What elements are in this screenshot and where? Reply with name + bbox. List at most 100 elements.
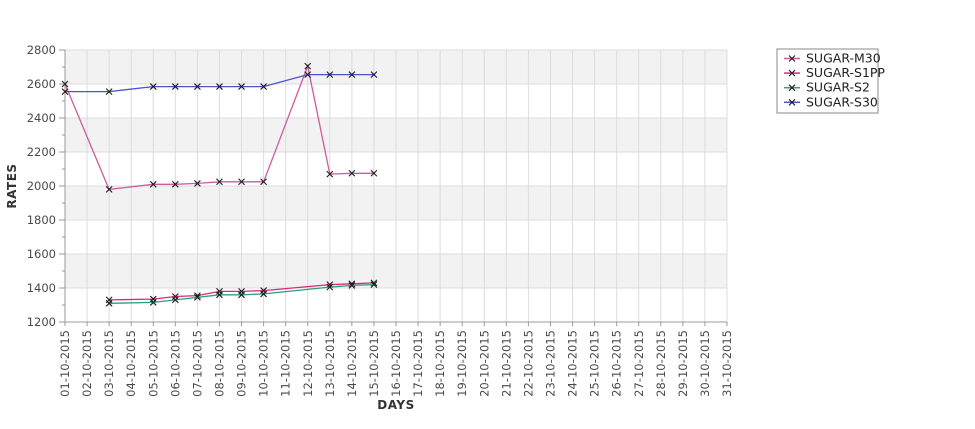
- x-tick-label: 24-10-2015: [566, 330, 580, 397]
- legend-item-sugar-m30: SUGAR-M30: [784, 51, 881, 66]
- marker-x-icon: [370, 71, 378, 79]
- marker-x-icon: [149, 299, 157, 306]
- marker-x-icon: [105, 299, 113, 307]
- x-tick-label: 21-10-2015: [499, 330, 513, 397]
- marker-x-icon: [149, 83, 157, 90]
- marker-x-icon: [105, 88, 113, 96]
- y-tick-label: 2600: [27, 77, 56, 91]
- x-tick-label: 14-10-2015: [345, 330, 359, 397]
- x-tick-label: 09-10-2015: [235, 330, 249, 397]
- y-tick-label: 2200: [27, 145, 56, 159]
- marker-x-icon: [788, 69, 796, 77]
- x-tick-label: 02-10-2015: [80, 330, 94, 397]
- x-tick-label: 04-10-2015: [124, 330, 138, 397]
- legend-label: SUGAR-S30: [806, 94, 878, 109]
- series-line: [109, 282, 374, 301]
- x-tick-label: 11-10-2015: [279, 330, 293, 397]
- marker-x-icon: [194, 180, 201, 187]
- series-sugar-s30: [61, 71, 378, 96]
- marker-x-icon: [238, 178, 245, 186]
- marker-x-icon: [260, 178, 267, 186]
- x-tick-label: 03-10-2015: [102, 330, 116, 397]
- legend-label: SUGAR-S2: [806, 80, 870, 95]
- marker-x-icon: [326, 71, 334, 79]
- x-tick-label: 06-10-2015: [168, 330, 182, 397]
- marker-x-icon: [149, 180, 157, 188]
- series-line: [64, 63, 374, 191]
- legend-item-sugar-s2: SUGAR-S2: [784, 80, 870, 95]
- y-axis-title: RATES: [5, 163, 19, 208]
- marker-x-icon: [171, 180, 179, 188]
- series-line: [65, 73, 374, 93]
- x-tick-label: 18-10-2015: [433, 330, 447, 397]
- marker-x-icon: [304, 62, 312, 70]
- x-tick-label: 17-10-2015: [411, 330, 425, 397]
- marker-x-icon: [194, 83, 201, 90]
- y-tick-label: 1200: [27, 315, 56, 329]
- marker-x-icon: [788, 84, 796, 92]
- x-tick-label: 15-10-2015: [367, 330, 381, 397]
- marker-x-icon: [171, 83, 179, 90]
- series-sugar-s2: [105, 281, 378, 307]
- legend-item-sugar-s1pp: SUGAR-S1PP: [784, 65, 885, 80]
- marker-x-icon: [216, 178, 223, 186]
- x-tick-label: 31-10-2015: [720, 330, 734, 397]
- marker-x-icon: [326, 283, 334, 291]
- x-tick-label: 20-10-2015: [477, 330, 491, 397]
- x-tick-label: 19-10-2015: [455, 330, 469, 397]
- x-tick-label: 01-10-2015: [58, 330, 72, 397]
- marker-x-icon: [370, 169, 378, 177]
- x-tick-label: 23-10-2015: [543, 330, 557, 397]
- marker-x-icon: [348, 169, 356, 177]
- x-tick-label: 12-10-2015: [301, 330, 315, 397]
- marker-x-icon: [61, 80, 69, 88]
- legend-label: SUGAR-M30: [806, 51, 881, 66]
- marker-x-icon: [788, 98, 796, 106]
- series-layer: [61, 62, 378, 307]
- y-tick-label: 2400: [27, 111, 56, 125]
- x-tick-label: 22-10-2015: [521, 330, 535, 397]
- marker-x-icon: [238, 291, 245, 299]
- x-tick-label: 29-10-2015: [676, 330, 690, 397]
- x-tick-label: 10-10-2015: [257, 330, 271, 397]
- y-tick-label: 2800: [27, 43, 56, 57]
- legend-label: SUGAR-S1PP: [806, 65, 885, 80]
- series-sugar-m30: [61, 62, 378, 193]
- x-tick-label: 25-10-2015: [588, 330, 602, 397]
- x-tick-label: 26-10-2015: [610, 330, 624, 397]
- marker-x-icon: [238, 83, 245, 90]
- marker-x-icon: [216, 83, 223, 90]
- marker-x-icon: [171, 296, 179, 304]
- x-tick-label: 30-10-2015: [698, 330, 712, 397]
- marker-x-icon: [370, 281, 378, 288]
- x-tick-label: 27-10-2015: [632, 330, 646, 397]
- series-line: [109, 283, 374, 304]
- x-axis-title: DAYS: [377, 398, 414, 412]
- marker-x-icon: [61, 88, 69, 96]
- x-tick-label: 16-10-2015: [389, 330, 403, 397]
- y-tick-label: 1600: [27, 247, 56, 261]
- marker-x-icon: [260, 290, 267, 298]
- x-tick-label: 08-10-2015: [212, 330, 226, 397]
- marker-x-icon: [326, 170, 334, 178]
- x-tick-label: 13-10-2015: [323, 330, 337, 397]
- marker-x-icon: [348, 282, 356, 289]
- x-tick-label: 28-10-2015: [654, 330, 668, 397]
- marker-x-icon: [105, 186, 113, 193]
- y-tick-label: 1800: [27, 213, 56, 227]
- axes: 1200 1400 1600 1800 2000 2200 2400 2600 2800 01-1…: [27, 43, 734, 397]
- marker-x-icon: [260, 83, 267, 90]
- y-tick-label: 1400: [27, 281, 56, 295]
- marker-x-icon: [348, 71, 356, 79]
- x-tick-label: 05-10-2015: [146, 330, 160, 397]
- y-tick-label: 2000: [27, 179, 56, 193]
- marker-x-icon: [194, 293, 201, 301]
- marker-x-icon: [304, 71, 312, 79]
- legend-item-sugar-s30: SUGAR-S30: [784, 94, 878, 109]
- marker-x-icon: [216, 291, 223, 299]
- marker-x-icon: [788, 55, 796, 62]
- x-tick-label: 07-10-2015: [190, 330, 204, 397]
